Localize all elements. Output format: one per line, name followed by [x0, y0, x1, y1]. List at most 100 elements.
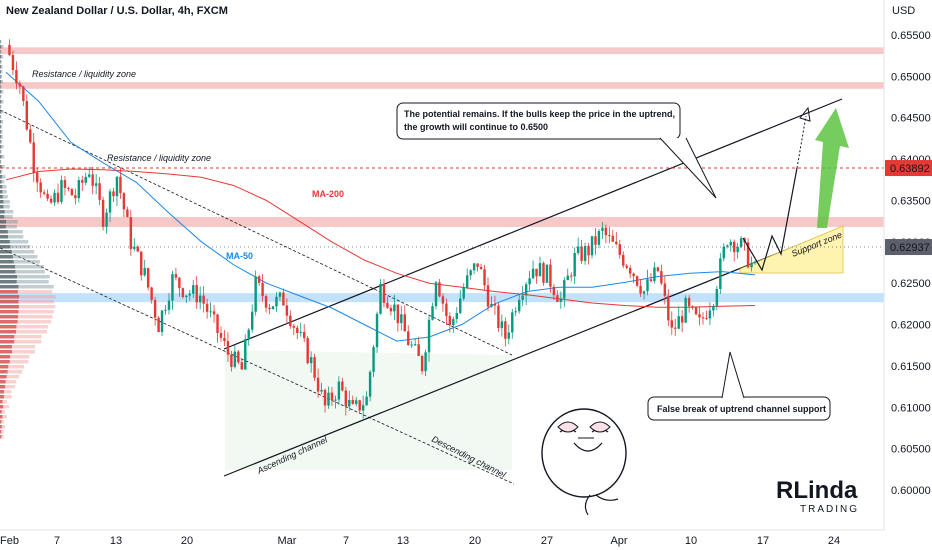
callout-top-line-1: The potential remains. If the bulls keep… — [404, 109, 675, 119]
callout-top-line-2: the growth will continue to 0.6500 — [404, 122, 548, 132]
candle-body — [316, 377, 320, 392]
volume-profile-bar-core — [0, 120, 2, 124]
volume-profile-bar — [0, 160, 2, 164]
candle-body — [29, 129, 32, 143]
candle-body — [732, 241, 736, 253]
candle-body — [611, 235, 615, 242]
candle-body — [119, 176, 122, 194]
volume-profile-bar-core — [0, 225, 6, 229]
candle-body — [358, 400, 361, 411]
volume-profile-bar-core — [0, 245, 11, 249]
candle-body — [413, 344, 417, 346]
descending-channel-upper-line — [0, 109, 513, 356]
volume-profile-bar — [0, 390, 12, 394]
y-tick-label: 0.61000 — [891, 402, 931, 414]
candle-body — [153, 299, 157, 318]
candle-body — [25, 101, 29, 130]
volume-profile-bar-core — [0, 365, 9, 369]
candle-body — [105, 212, 108, 227]
candle-body — [185, 295, 188, 297]
candle-body — [264, 296, 268, 308]
candle-body — [715, 288, 719, 306]
volume-profile-bar-core — [0, 320, 18, 324]
volume-profile-bar-core — [0, 215, 5, 219]
candle-body — [49, 198, 53, 203]
volume-profile-bar — [0, 370, 23, 374]
y-tick-label: 0.64500 — [891, 113, 931, 125]
candle-body — [195, 285, 198, 303]
candle-body — [667, 295, 670, 321]
candle-body — [129, 217, 133, 249]
candle-body — [334, 399, 337, 401]
volume-profile-bar-core — [0, 240, 10, 244]
volume-profile-bar — [0, 60, 2, 64]
candle-body — [646, 279, 649, 292]
volume-profile-bar — [0, 375, 20, 379]
candle-body — [701, 317, 705, 319]
volume-profile-bar-core — [0, 435, 2, 439]
candle-body — [94, 183, 98, 186]
volume-profile-bar-core — [0, 370, 8, 374]
candle-body — [407, 331, 410, 346]
volume-profile-bar — [0, 385, 16, 389]
volume-profile-bar — [0, 120, 4, 124]
volume-profile-bar — [0, 235, 24, 239]
candle-body — [622, 254, 625, 266]
y-tick-label: 0.60000 — [891, 485, 931, 497]
volume-profile-bar — [0, 250, 35, 254]
volume-profile-bar — [0, 155, 5, 159]
volume-profile-bar-core — [0, 270, 16, 274]
meme-face-drawing — [541, 408, 627, 516]
volume-profile-bar — [0, 240, 29, 244]
volume-profile-bar — [0, 290, 53, 294]
candle-body — [750, 262, 753, 268]
volume-profile-bar — [0, 395, 12, 399]
candle-body — [84, 176, 87, 183]
volume-profile-bar-core — [0, 80, 2, 84]
candle-body — [514, 311, 517, 313]
candle-body — [628, 267, 632, 274]
volume-profile-bar-core — [0, 325, 17, 329]
candle-body — [639, 285, 642, 294]
candle-body — [736, 246, 739, 253]
ascending-channel-lower-line — [223, 226, 844, 477]
volume-profile-bar-core — [0, 255, 13, 259]
candle-body — [465, 275, 469, 288]
volume-profile-bar-core — [0, 65, 1, 69]
candle-body — [486, 285, 490, 307]
volume-profile-bar-core — [0, 150, 1, 154]
candle-body — [556, 295, 559, 302]
volume-profile-bar-core — [0, 250, 12, 254]
volume-profile-bar-core — [0, 110, 2, 114]
candle-body — [531, 268, 535, 279]
volume-profile-bar-core — [0, 70, 1, 74]
candle-body — [320, 389, 323, 392]
candle-body — [341, 381, 344, 391]
volume-profile-bar-core — [0, 185, 3, 189]
candle-body — [680, 316, 684, 323]
candle-body — [271, 306, 275, 310]
candle-body — [150, 287, 153, 300]
zone-resistance-3 — [0, 217, 884, 227]
candle-body — [521, 295, 524, 300]
volume-profile-bar-core — [0, 345, 12, 349]
volume-profile-bar-core — [0, 350, 12, 354]
candle-body — [275, 296, 278, 307]
ma50-label: MA-50 — [226, 251, 253, 261]
candle-body — [143, 268, 146, 276]
ascending-channel-upper-line — [223, 98, 843, 350]
candle-body — [167, 300, 171, 310]
volume-profile-bar — [0, 345, 35, 349]
candle-body — [594, 236, 597, 245]
candle-body — [479, 266, 483, 270]
candle-body — [306, 338, 309, 364]
volume-profile-bar-core — [0, 220, 7, 224]
volume-profile-bar-core — [0, 395, 5, 399]
volume-profile-bar — [0, 170, 3, 174]
candle-body — [538, 263, 542, 277]
callout-top-pointer — [659, 137, 717, 199]
volume-profile-bar — [0, 265, 45, 269]
volume-profile-bar — [0, 80, 4, 84]
volume-profile-bar-core — [0, 195, 3, 199]
